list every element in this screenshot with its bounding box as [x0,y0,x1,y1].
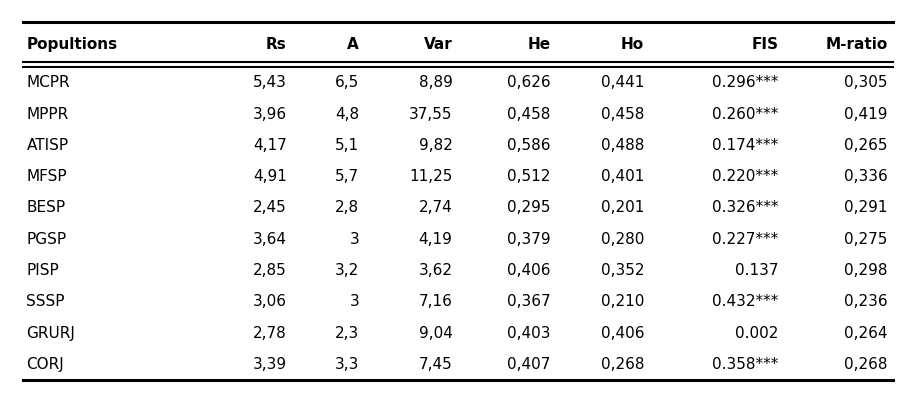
Text: 2,78: 2,78 [253,325,287,340]
Text: 2,45: 2,45 [253,200,287,215]
Text: 9,82: 9,82 [418,138,453,153]
Text: 0,626: 0,626 [507,75,551,90]
Text: 4,91: 4,91 [253,169,287,184]
Text: 8,89: 8,89 [418,75,453,90]
Text: 0,210: 0,210 [601,294,644,309]
Text: Rs: Rs [266,37,287,52]
Text: 0,512: 0,512 [508,169,551,184]
Text: 4,8: 4,8 [335,107,359,122]
Text: 3: 3 [350,294,359,309]
Text: 2,74: 2,74 [419,200,453,215]
Text: 3,64: 3,64 [253,232,287,247]
Text: 0,586: 0,586 [508,138,551,153]
Text: 2,85: 2,85 [253,263,287,278]
Text: 3,62: 3,62 [418,263,453,278]
Text: ATISP: ATISP [26,138,68,153]
Text: SSSP: SSSP [26,294,65,309]
Text: 6,5: 6,5 [335,75,359,90]
Text: PISP: PISP [26,263,59,278]
Text: 0,367: 0,367 [507,294,551,309]
Text: 0.432***: 0.432*** [712,294,779,309]
Text: 0.358***: 0.358*** [712,357,779,372]
Text: 0,352: 0,352 [601,263,644,278]
Text: 0,264: 0,264 [844,325,887,340]
Text: 0,401: 0,401 [601,169,644,184]
Text: 0,458: 0,458 [508,107,551,122]
Text: 0,379: 0,379 [507,232,551,247]
Text: MFSP: MFSP [26,169,67,184]
Text: 0,419: 0,419 [844,107,887,122]
Text: 11,25: 11,25 [409,169,453,184]
Text: 7,45: 7,45 [419,357,453,372]
Text: 0.220***: 0.220*** [712,169,779,184]
Text: A: A [348,37,359,52]
Text: 0,336: 0,336 [844,169,887,184]
Text: 0,406: 0,406 [601,325,644,340]
Text: MPPR: MPPR [26,107,68,122]
Text: 0,406: 0,406 [508,263,551,278]
Text: 0,275: 0,275 [844,232,887,247]
Text: 0,441: 0,441 [601,75,644,90]
Text: GRURJ: GRURJ [26,325,76,340]
Text: 0,280: 0,280 [601,232,644,247]
Text: 0,407: 0,407 [508,357,551,372]
Text: 3,39: 3,39 [253,357,287,372]
Text: FIS: FIS [751,37,779,52]
Text: Popultions: Popultions [26,37,118,52]
Text: 0,403: 0,403 [508,325,551,340]
Text: 0,298: 0,298 [844,263,887,278]
Text: 0,458: 0,458 [601,107,644,122]
Text: 7,16: 7,16 [418,294,453,309]
Text: PGSP: PGSP [26,232,67,247]
Text: 0,268: 0,268 [844,357,887,372]
Text: 9,04: 9,04 [418,325,453,340]
Text: 0,295: 0,295 [508,200,551,215]
Text: 3,06: 3,06 [253,294,287,309]
Text: 3: 3 [350,232,359,247]
Text: 2,8: 2,8 [335,200,359,215]
Text: 0,291: 0,291 [844,200,887,215]
Text: MCPR: MCPR [26,75,70,90]
Text: 0,488: 0,488 [601,138,644,153]
Text: 0.296***: 0.296*** [712,75,779,90]
Text: 0,305: 0,305 [844,75,887,90]
Text: Ho: Ho [621,37,644,52]
Text: 5,1: 5,1 [335,138,359,153]
Text: CORJ: CORJ [26,357,64,372]
Text: M-ratio: M-ratio [825,37,887,52]
Text: 3,3: 3,3 [335,357,359,372]
Text: 2,3: 2,3 [335,325,359,340]
Text: 0.260***: 0.260*** [712,107,779,122]
Text: 0.326***: 0.326*** [712,200,779,215]
Text: 0.174***: 0.174*** [712,138,779,153]
Text: 0,265: 0,265 [844,138,887,153]
Text: 3,96: 3,96 [253,107,287,122]
Text: He: He [528,37,551,52]
Text: 0,236: 0,236 [844,294,887,309]
Text: 0,268: 0,268 [601,357,644,372]
Text: 0,201: 0,201 [601,200,644,215]
Text: 3,2: 3,2 [335,263,359,278]
Text: 4,19: 4,19 [418,232,453,247]
Text: 4,17: 4,17 [253,138,287,153]
Text: 0.137: 0.137 [735,263,779,278]
Text: Var: Var [424,37,453,52]
Text: 5,7: 5,7 [335,169,359,184]
Text: 5,43: 5,43 [253,75,287,90]
Text: 0.002: 0.002 [735,325,779,340]
Text: 0.227***: 0.227*** [712,232,779,247]
Text: BESP: BESP [26,200,66,215]
Text: 37,55: 37,55 [409,107,453,122]
